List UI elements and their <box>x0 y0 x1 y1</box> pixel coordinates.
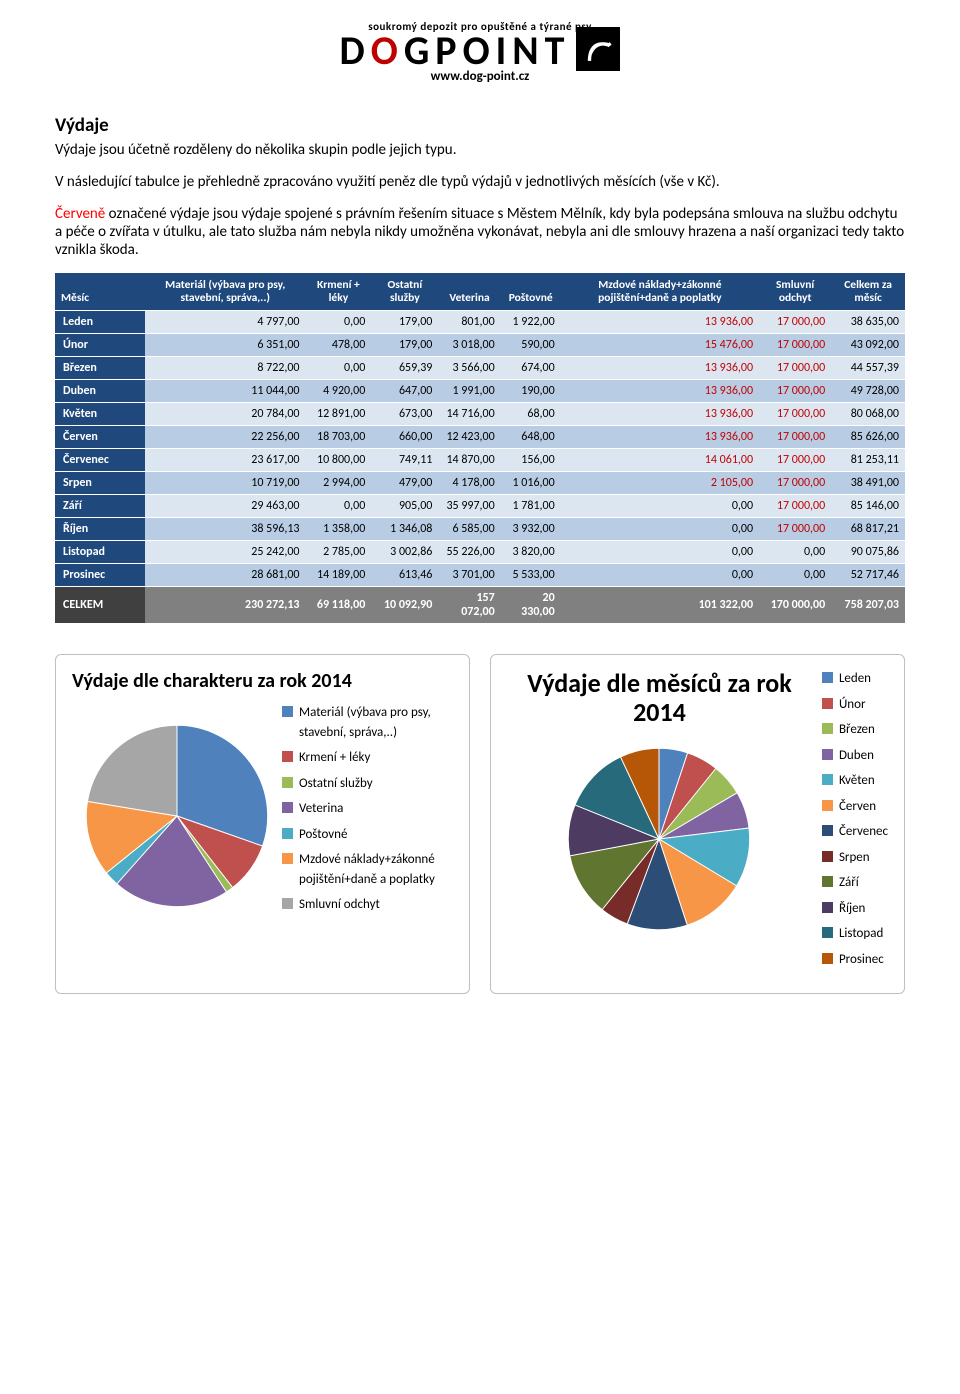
legend-item: Ostatní služby <box>282 774 453 794</box>
legend-item: Únor <box>822 695 888 715</box>
table-row: Prosinec28 681,0014 189,00613,463 701,00… <box>55 564 905 587</box>
legend-item: Poštovné <box>282 825 453 845</box>
page-heading: Výdaje <box>55 114 905 137</box>
table-row: Říjen38 596,131 358,001 346,086 585,003 … <box>55 518 905 541</box>
table-row: Listopad25 242,002 785,003 002,8655 226,… <box>55 541 905 564</box>
logo-name: DOGPOINT <box>340 29 621 73</box>
legend-item: Srpen <box>822 848 888 868</box>
chart-by-month: Výdaje dle měsíců za rok 2014 LedenÚnorB… <box>490 654 905 994</box>
legend-item: Veterina <box>282 799 453 819</box>
legend-item: Smluvní odchyt <box>282 895 453 915</box>
expenses-table: MěsícMateriál (výbava pro psy, stavební,… <box>55 273 905 624</box>
table-row: Září29 463,000,00905,0035 997,001 781,00… <box>55 495 905 518</box>
col-header: Krmení + léky <box>306 273 372 311</box>
legend-item: Květen <box>822 771 888 791</box>
table-row: Červenec23 617,0010 800,00749,1114 870,0… <box>55 449 905 472</box>
legend-item: Červenec <box>822 822 888 842</box>
table-total-row: CELKEM230 272,1369 118,0010 092,90157 07… <box>55 587 905 624</box>
table-row: Květen20 784,0012 891,00673,0014 716,006… <box>55 403 905 426</box>
col-header: Měsíc <box>55 273 145 311</box>
legend-item: Červen <box>822 797 888 817</box>
col-header: Ostatní služby <box>371 273 438 311</box>
col-header: Materiál (výbava pro psy, stavební, sprá… <box>145 273 306 311</box>
intro-para-1: Výdaje jsou účetně rozděleny do několika… <box>55 141 905 159</box>
col-header: Smluvní odchyt <box>759 273 831 311</box>
legend-item: Duben <box>822 746 888 766</box>
legend-item: Listopad <box>822 924 888 944</box>
col-header: Poštovné <box>501 273 561 311</box>
legend-item: Září <box>822 873 888 893</box>
legend-item: Březen <box>822 720 888 740</box>
logo-url: www.dog-point.cz <box>55 69 905 84</box>
brand-logo: soukromý depozit pro opuštěné a týrané p… <box>55 20 905 84</box>
table-row: Duben11 044,004 920,00647,001 991,00190,… <box>55 380 905 403</box>
col-header: Mzdové náklady+zákonné pojištění+daně a … <box>561 273 759 311</box>
legend-item: Prosinec <box>822 950 888 970</box>
legend-item: Mzdové náklady+zákonné pojištění+daně a … <box>282 850 453 889</box>
col-header: Veterina <box>438 273 500 311</box>
table-row: Leden4 797,000,00179,00801,001 922,0013 … <box>55 311 905 334</box>
legend-item: Říjen <box>822 899 888 919</box>
table-row: Srpen10 719,002 994,00479,004 178,001 01… <box>55 472 905 495</box>
legend-item: Materiál (výbava pro psy, stavební, sprá… <box>282 703 453 742</box>
chart-by-type: Výdaje dle charakteru za rok 2014 Materi… <box>55 654 470 994</box>
legend-item: Leden <box>822 669 888 689</box>
dog-icon <box>576 27 620 71</box>
col-header: Celkem za měsíc <box>831 273 905 311</box>
table-row: Únor6 351,00478,00179,003 018,00590,0015… <box>55 334 905 357</box>
legend-item: Krmení + léky <box>282 748 453 768</box>
intro-para-2: V následující tabulce je přehledně zprac… <box>55 173 905 191</box>
intro-para-3: Červeně označené výdaje jsou výdaje spoj… <box>55 205 905 259</box>
table-row: Březen8 722,000,00659,393 566,00674,0013… <box>55 357 905 380</box>
table-row: Červen22 256,0018 703,00660,0012 423,006… <box>55 426 905 449</box>
